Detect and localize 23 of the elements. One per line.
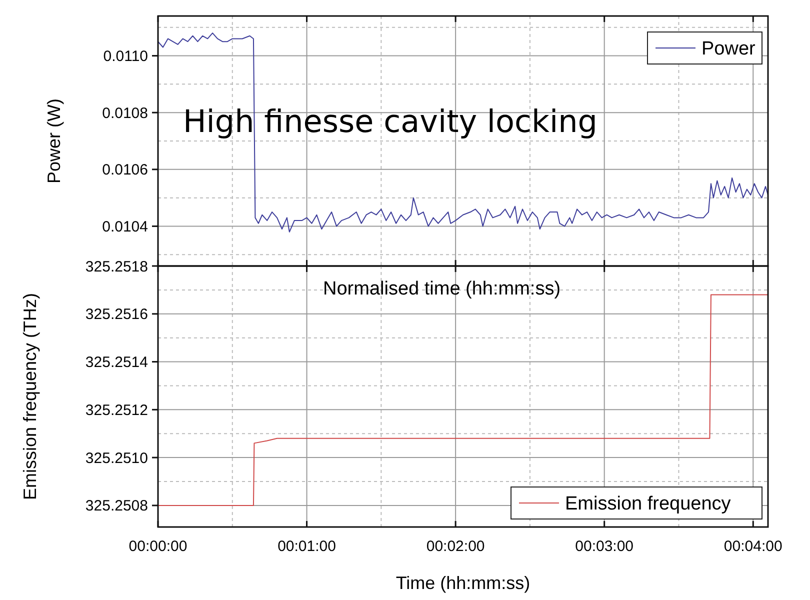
x-tick-label: 00:01:00 — [278, 538, 336, 555]
legend-label: Power — [702, 38, 756, 60]
x-tick-label: 00:04:00 — [724, 538, 782, 555]
y-tick-label: 0.0106 — [102, 162, 148, 179]
y-axis-title: Emission frequency (THz) — [20, 292, 40, 500]
line-series — [158, 32, 768, 232]
y-tick-label: 325.2510 — [85, 450, 148, 467]
y-tick-label: 325.2514 — [85, 354, 148, 372]
legend-label: Emission frequency — [565, 494, 732, 515]
y-tick-label: 325.2518 — [85, 258, 148, 276]
y-tick-label: 0.0108 — [102, 104, 148, 122]
y-tick-label: 325.2512 — [85, 402, 148, 419]
x-tick-label: 00:02:00 — [426, 538, 485, 555]
y-axis-title: Power (W) — [44, 98, 64, 184]
y-tick-label: 325.2516 — [85, 306, 148, 324]
y-tick-label: 325.2508 — [85, 498, 148, 515]
x-axis-title: Time (hh:mm:ss) — [396, 573, 530, 593]
x-tick-label: 00:03:00 — [575, 538, 634, 555]
x-tick-label: 00:00:00 — [128, 538, 188, 555]
y-tick-label: 0.0104 — [102, 218, 148, 236]
annotation: High finesse cavity locking — [183, 104, 598, 140]
annotation: Normalised time (hh:mm:ss) — [323, 278, 561, 300]
y-tick-label: 0.0110 — [103, 48, 148, 66]
